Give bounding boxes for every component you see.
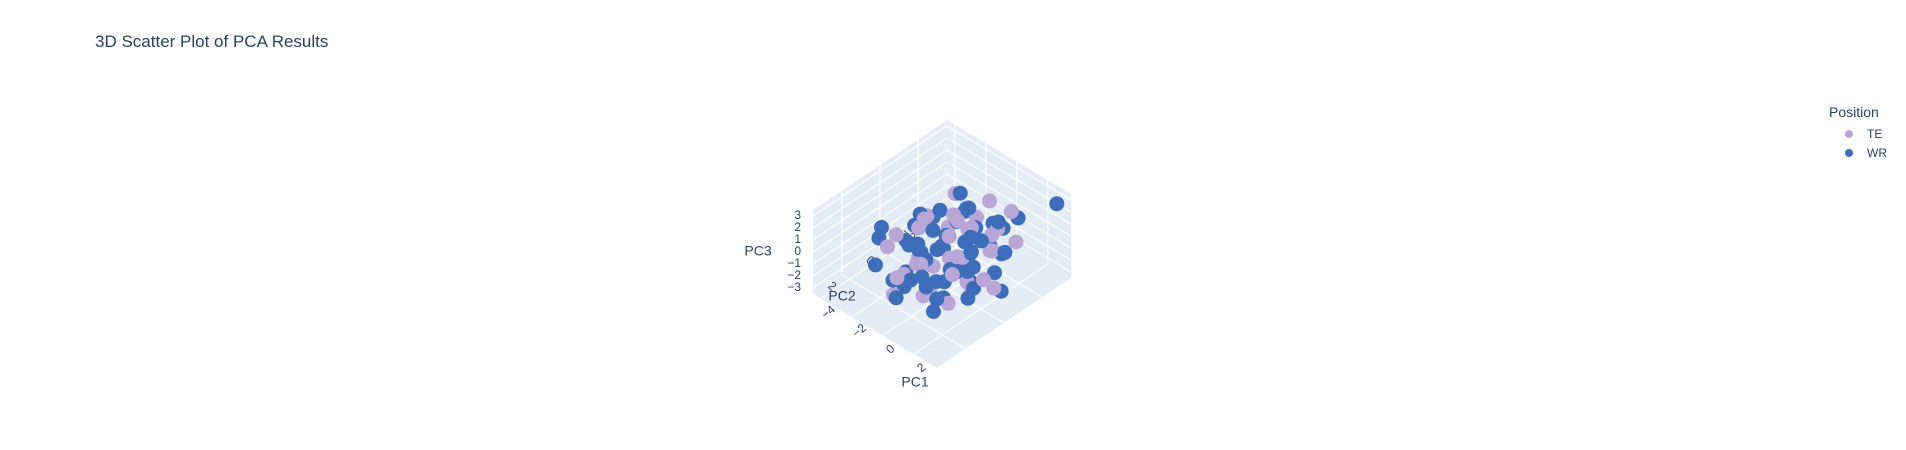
point-te-37[interactable] [946,207,961,222]
point-wr-8[interactable] [997,245,1012,260]
point-wr-22[interactable] [929,292,944,307]
point-wr-26[interactable] [933,203,948,218]
legend-title: Position [1829,104,1887,120]
point-te-29[interactable] [880,239,895,254]
point-wr-46[interactable] [963,246,978,261]
point-wr-13[interactable] [925,223,940,238]
legend-label-wr: WR [1867,146,1887,160]
point-wr-53[interactable] [960,291,975,306]
point-te-27[interactable] [982,193,997,208]
axis-title-pc1: PC1 [901,374,928,390]
tick-label-pc1: 0 [883,341,897,356]
legend-swatch-wr [1845,149,1853,157]
tick-label-pc1: 2 [914,360,928,375]
point-te-35[interactable] [1004,204,1019,219]
tick-label-pc3: −1 [787,256,801,270]
tick-label-pc3: −3 [787,280,801,294]
point-wr-4[interactable] [961,201,976,216]
axis-title-pc3: PC3 [744,243,771,259]
point-te-30[interactable] [976,272,991,287]
point-te-26[interactable] [950,249,965,264]
point-wr-24[interactable] [911,242,926,257]
legend-item-te[interactable]: TE [1829,124,1887,143]
point-wr-0[interactable] [930,242,945,257]
tick-label-pc3: 1 [794,232,801,246]
point-wr-14[interactable] [960,264,975,279]
point-wr-50[interactable] [919,280,934,295]
point-wr-43[interactable] [991,215,1006,230]
point-te-18[interactable] [911,220,926,235]
tick-label-pc3: −2 [787,268,801,282]
legend: Position TE WR [1829,104,1887,162]
legend-item-wr[interactable]: WR [1829,143,1887,162]
tick-label-pc3: 2 [794,220,801,234]
point-wr-42[interactable] [889,290,904,305]
point-te-23[interactable] [889,270,904,285]
tick-label-pc3: 3 [794,208,801,222]
legend-swatch-te [1845,130,1853,138]
axis-title-pc2: PC2 [828,288,855,304]
point-te-22[interactable] [1009,235,1024,250]
point-te-34[interactable] [913,257,928,272]
tick-label-pc3: 0 [794,244,801,258]
point-wr-45[interactable] [1049,196,1064,211]
point-wr-18[interactable] [963,230,978,245]
point-te-12[interactable] [945,267,960,282]
point-wr-32[interactable] [953,186,968,201]
point-wr-41[interactable] [868,258,883,273]
point-te-10[interactable] [942,229,957,244]
legend-label-te: TE [1867,127,1882,141]
